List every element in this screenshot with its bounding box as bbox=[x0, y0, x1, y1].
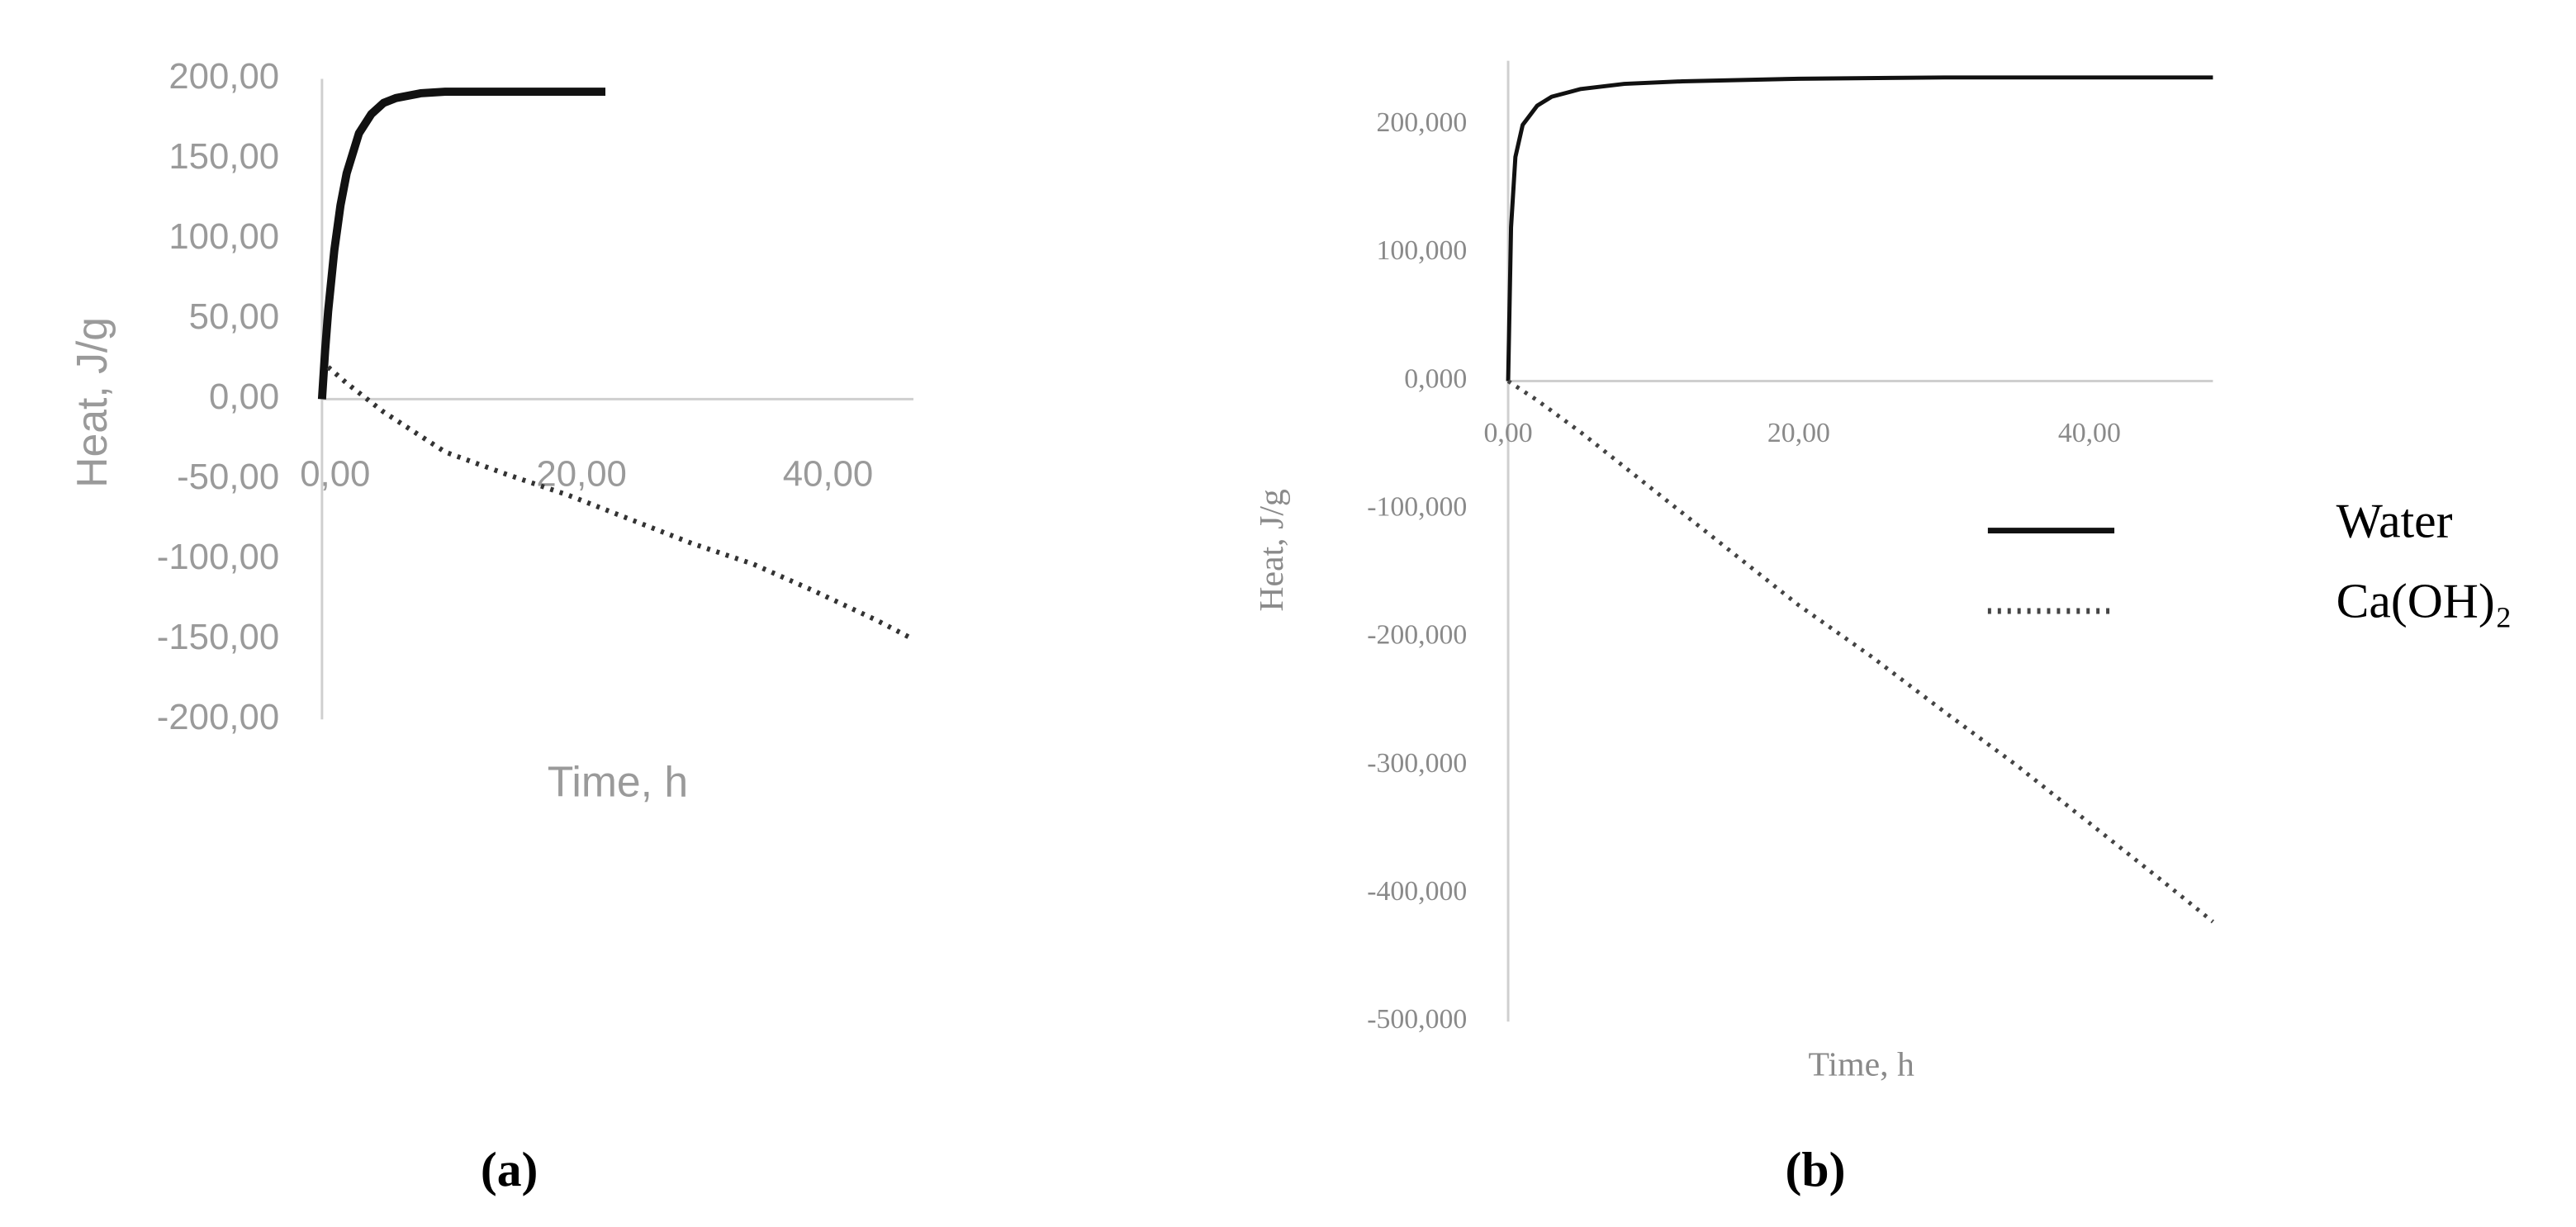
x-tick-label: 40,00 bbox=[2058, 418, 2121, 448]
x-axis-title: Time, h bbox=[1808, 1046, 1914, 1084]
y-tick-label: 100,000 bbox=[1376, 235, 1467, 266]
y-tick-label: 0,00 bbox=[209, 377, 279, 417]
y-tick-label: -100,000 bbox=[1367, 491, 1467, 522]
x-tick-label: 0,00 bbox=[300, 453, 370, 494]
y-tick-label: 0,000 bbox=[1404, 363, 1467, 394]
y-tick-label: -400,000 bbox=[1367, 876, 1467, 907]
y-tick-label: -150,00 bbox=[157, 617, 279, 657]
series-line bbox=[317, 88, 606, 400]
chart: 200,000 100,000 0,000 -100,000 -200,000 -300,… bbox=[1253, 60, 2512, 1196]
y-axis-title: Heat, J/g bbox=[1253, 489, 1291, 612]
x-tick-label: 40,00 bbox=[783, 453, 873, 494]
y-tick-label: 200,000 bbox=[1376, 107, 1467, 138]
y-tick-label: 200,00 bbox=[168, 56, 279, 97]
y-tick-label: -200,000 bbox=[1367, 620, 1467, 651]
y-tick-label: -50,00 bbox=[177, 457, 279, 497]
series-line bbox=[1506, 379, 2214, 924]
y-tick-label: -300,000 bbox=[1367, 748, 1467, 779]
panel-label: (a) bbox=[481, 1142, 538, 1196]
y-tick-label: -200,00 bbox=[157, 697, 279, 737]
panel-label: (b) bbox=[1786, 1142, 1846, 1196]
y-tick-label: -500,000 bbox=[1367, 1004, 1467, 1035]
x-tick-label: 0,00 bbox=[1483, 418, 1532, 448]
legend-label: Water bbox=[2336, 493, 2453, 547]
y-tick-label: -100,00 bbox=[157, 537, 279, 577]
x-tick-label: 20,00 bbox=[536, 453, 626, 494]
x-axis-title: Time, h bbox=[548, 758, 688, 806]
y-axis-title: Heat, J/g bbox=[68, 317, 116, 488]
y-tick-label: 50,00 bbox=[189, 296, 279, 337]
chart: 200,00 150,00 100,00 50,00 0,00 -50,00 -100,00… bbox=[68, 56, 915, 1196]
legend-label: Ca(OH)₂ bbox=[2336, 574, 2512, 628]
series-line bbox=[326, 365, 915, 642]
x-tick-label: 20,00 bbox=[1767, 418, 1830, 448]
y-tick-label: 150,00 bbox=[168, 136, 279, 177]
series-line bbox=[1506, 75, 2213, 381]
y-tick-label: 100,00 bbox=[168, 216, 279, 257]
